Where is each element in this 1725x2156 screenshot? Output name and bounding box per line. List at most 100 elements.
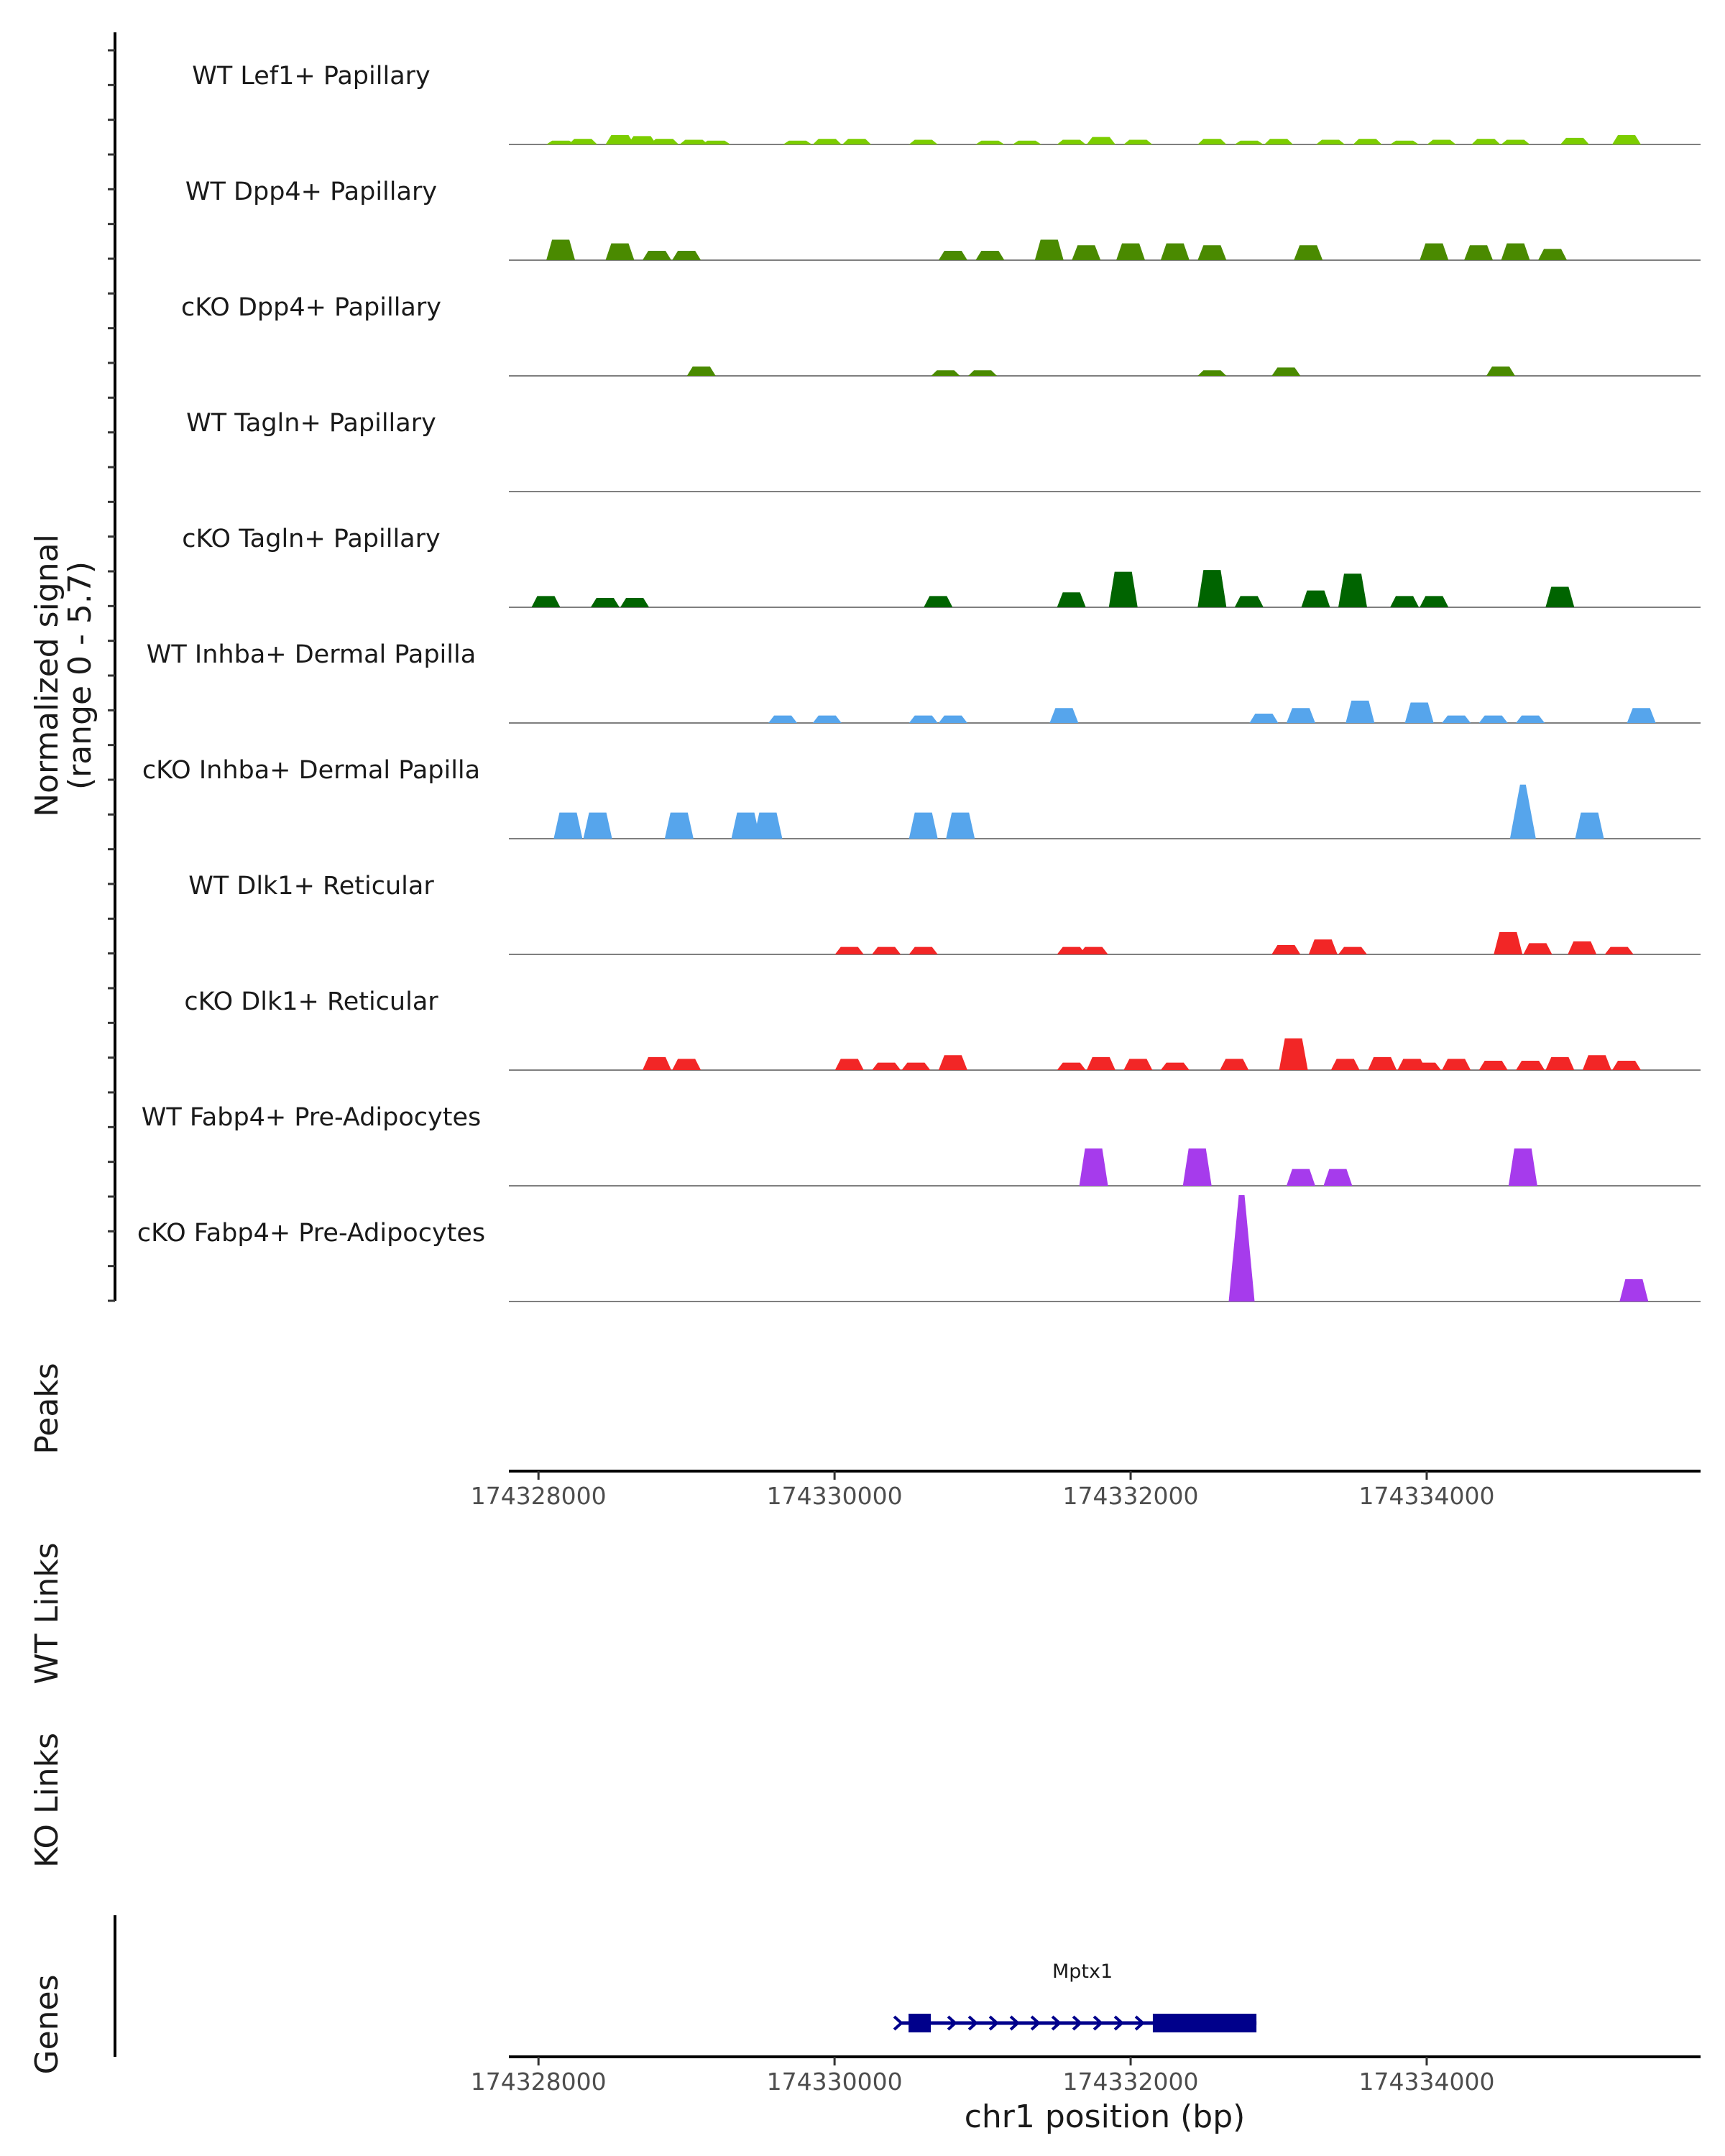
- signal-peak: [1560, 137, 1589, 144]
- strand-arrow: [893, 2015, 904, 2031]
- peaks-x-axis: 174328000 174330000 174332000 174334000: [471, 1470, 1701, 1510]
- signal-peak: [531, 596, 561, 607]
- signal-peak: [1619, 1279, 1649, 1302]
- signal-peak: [1501, 243, 1530, 260]
- signal-peak: [1182, 1148, 1212, 1186]
- gene-exon: [908, 2014, 931, 2032]
- signal-peak: [672, 1059, 702, 1070]
- signal-peak: [1279, 1038, 1308, 1070]
- signal-peak: [1323, 1169, 1353, 1186]
- signal-peak: [1286, 1169, 1315, 1186]
- signal-peak: [1072, 245, 1101, 260]
- signal-peak: [1249, 714, 1279, 723]
- strand-arrow: [967, 2015, 979, 2031]
- signal-peak: [1160, 1062, 1190, 1070]
- track-label: WT Inhba+ Dermal Papilla: [147, 640, 476, 669]
- signal-peak: [1012, 140, 1041, 144]
- gene-exon: [1152, 2014, 1257, 2032]
- coverage-track: WT Tagln+ Papillary: [186, 409, 1701, 492]
- signal-peak: [975, 251, 1005, 260]
- x-tick-label: 174334000: [1358, 2068, 1494, 2096]
- track-label: WT Dlk1+ Reticular: [188, 872, 434, 900]
- signal-axis: [108, 32, 116, 1302]
- signal-peak: [1538, 249, 1568, 260]
- signal-peak: [1612, 135, 1642, 144]
- x-axis-title: chr1 position (bp): [965, 2099, 1246, 2135]
- signal-peak: [731, 812, 760, 839]
- x-tick-label: 174330000: [767, 1482, 903, 1510]
- signal-peak: [605, 243, 635, 260]
- coverage-track: WT Fabp4+ Pre-Adipocytes: [142, 1103, 1701, 1187]
- signal-peak: [1057, 1062, 1086, 1070]
- signal-peak: [686, 367, 716, 376]
- signal-peak: [1197, 570, 1227, 607]
- signal-peak: [590, 598, 620, 607]
- strand-arrow: [1072, 2015, 1083, 2031]
- signal-peak: [1516, 715, 1545, 723]
- signal-peak: [1420, 243, 1449, 260]
- gene-name-label: Mptx1: [1052, 1961, 1113, 1983]
- signal-peak: [1220, 1059, 1249, 1070]
- signal-peak: [1390, 140, 1420, 144]
- coverage-track: WT Dpp4+ Papillary: [185, 178, 1701, 261]
- coverage-track: cKO Inhba+ Dermal Papilla: [142, 756, 1701, 839]
- track-label: WT Lef1+ Papillary: [192, 62, 431, 91]
- wt-links-panel-title: WT Links: [29, 1542, 65, 1684]
- signal-peak: [812, 139, 842, 144]
- gene-annotations: Mptx1: [893, 1961, 1257, 2032]
- signal-peak: [1442, 715, 1471, 723]
- signal-peak: [1301, 590, 1330, 607]
- signal-peak: [901, 1062, 931, 1070]
- signal-peak: [768, 715, 798, 723]
- signal-peak: [1604, 946, 1634, 954]
- peaks-panel-title: Peaks: [29, 1363, 65, 1454]
- signal-peak: [1316, 139, 1346, 144]
- track-label: cKO Inhba+ Dermal Papilla: [142, 756, 480, 785]
- coverage-track: WT Dlk1+ Reticular: [188, 872, 1701, 955]
- signal-peak: [753, 812, 783, 839]
- signal-peak: [583, 812, 612, 839]
- strand-arrow: [1030, 2015, 1041, 2031]
- signal-peak: [1575, 812, 1604, 839]
- signal-peak: [620, 598, 650, 607]
- signal-peak: [872, 1062, 901, 1070]
- signal-peak: [1338, 946, 1367, 954]
- signal-peak: [908, 946, 938, 954]
- strand-arrow: [1134, 2015, 1146, 2031]
- signal-peak: [812, 715, 842, 723]
- signal-peak: [1390, 596, 1420, 607]
- signal-peak: [650, 139, 679, 144]
- signal-peak: [1079, 946, 1108, 954]
- signal-peak: [642, 1056, 671, 1070]
- signal-peak: [1123, 1059, 1153, 1070]
- signal-peak: [1057, 592, 1086, 607]
- signal-peak: [946, 812, 975, 839]
- coverage-track: cKO Dlk1+ Reticular: [184, 987, 1701, 1071]
- signal-peak: [1404, 702, 1434, 723]
- signal-peak: [1108, 571, 1138, 607]
- signal-peak: [783, 140, 812, 144]
- strand-arrow: [1051, 2015, 1062, 2031]
- signal-peak: [1478, 1061, 1508, 1070]
- signal-peak: [1471, 139, 1501, 144]
- signal-peak: [1509, 784, 1536, 839]
- signal-peak: [1057, 139, 1086, 144]
- x-tick-label: 174334000: [1358, 1482, 1494, 1510]
- signal-axis-title: Normalized signal: [29, 534, 65, 817]
- signal-peak: [1612, 1061, 1642, 1070]
- coverage-tracks: WT Lef1+ Papillary WT Dpp4+ Papillary cKO …: [137, 62, 1701, 1302]
- signal-peak: [1545, 1056, 1575, 1070]
- signal-peak: [1568, 941, 1597, 954]
- signal-peak: [642, 251, 671, 260]
- signal-peak: [1234, 596, 1264, 607]
- strand-arrow: [988, 2015, 1000, 2031]
- x-tick-label: 174328000: [471, 1482, 607, 1510]
- signal-peak: [1034, 239, 1064, 260]
- signal-peak: [1294, 245, 1323, 260]
- signal-peak: [1160, 243, 1190, 260]
- signal-peak: [834, 946, 864, 954]
- signal-peak: [1271, 367, 1301, 376]
- track-label: cKO Dlk1+ Reticular: [184, 987, 438, 1016]
- signal-peak: [605, 135, 635, 144]
